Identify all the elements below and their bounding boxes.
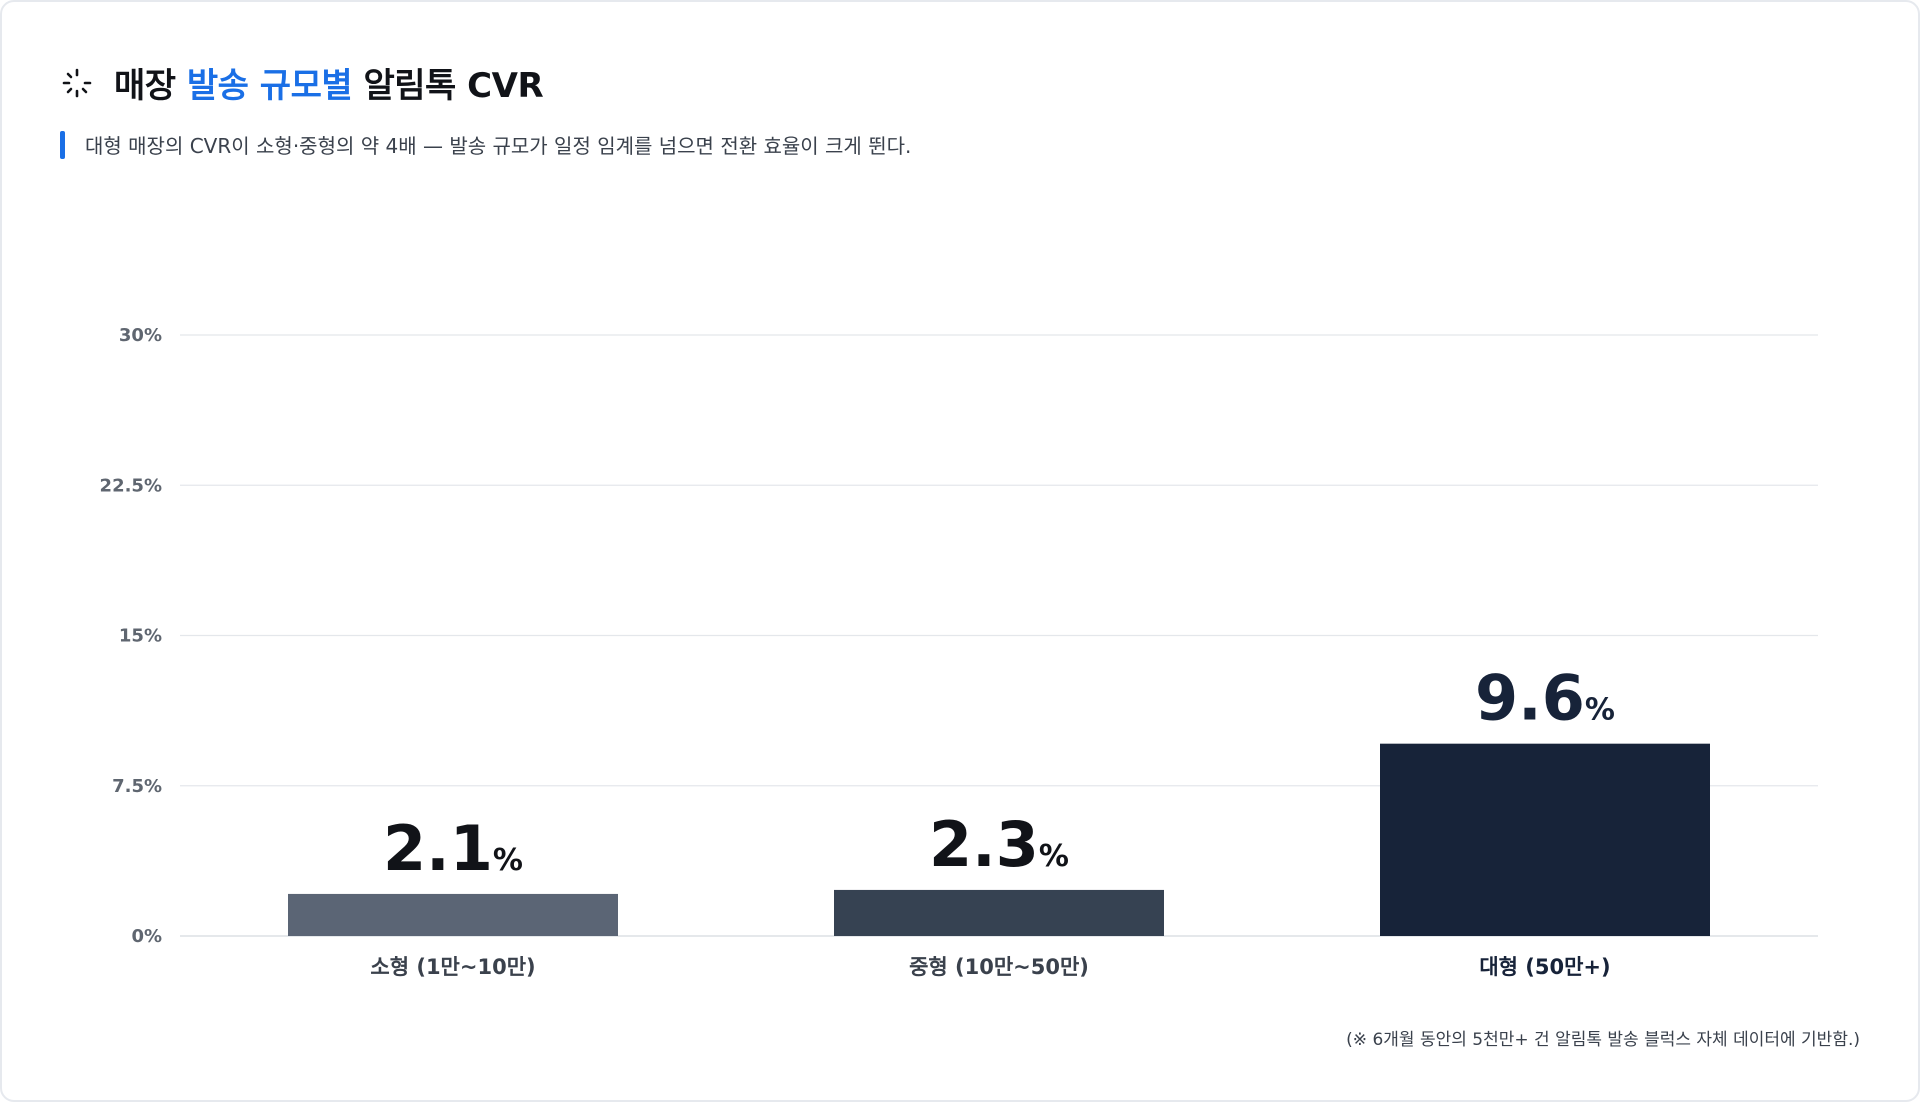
x-tick-label: 소형 (1만~10만) bbox=[370, 955, 535, 979]
footnote: (※ 6개월 동안의 5천만+ 건 알림톡 발송 블럭스 자체 데이터에 기반함… bbox=[1346, 1030, 1860, 1050]
x-tick-label: 중형 (10만~50만) bbox=[909, 955, 1089, 979]
bar bbox=[1380, 743, 1710, 936]
subtitle-accent-bar bbox=[60, 130, 65, 159]
bar bbox=[288, 893, 618, 936]
x-tick-label: 대형 (50만+) bbox=[1479, 955, 1610, 979]
subtitle: 대형 매장의 CVR이 소형·중형의 약 4배 — 발송 규모가 일정 임계를 … bbox=[85, 134, 912, 158]
y-tick-label: 15% bbox=[119, 626, 162, 647]
bar bbox=[834, 889, 1164, 936]
spinner-icon bbox=[62, 68, 92, 97]
y-tick-label: 7.5% bbox=[112, 776, 162, 797]
data-label: 2.1% bbox=[383, 812, 523, 885]
page-title: 매장 발송 규모별 알림톡 CVR bbox=[114, 58, 544, 107]
data-label-value: 2.1 bbox=[383, 812, 493, 885]
y-tick-label: 30% bbox=[119, 325, 162, 346]
bar-chart: 0% 7.5% 15% 22.5% 30% 2.1% 소형 (1만~10만) 2.3% 중형 (… bbox=[100, 325, 1818, 979]
data-label: 9.6% bbox=[1475, 662, 1615, 735]
y-tick-label: 22.5% bbox=[100, 475, 162, 496]
data-label: 2.3% bbox=[929, 808, 1069, 881]
subtitle-row: 대형 매장의 CVR이 소형·중형의 약 4배 — 발송 규모가 일정 임계를 … bbox=[60, 130, 911, 159]
y-tick-label: 0% bbox=[131, 926, 162, 947]
title-prefix: 매장 bbox=[114, 66, 176, 106]
data-label-unit: % bbox=[1585, 693, 1615, 728]
data-label-unit: % bbox=[1039, 839, 1069, 874]
data-label-value: 2.3 bbox=[929, 808, 1039, 881]
data-label-unit: % bbox=[493, 843, 523, 878]
title-row: 매장 발송 규모별 알림톡 CVR bbox=[62, 58, 544, 107]
title-accent: 발송 규모별 bbox=[186, 66, 353, 106]
title-suffix: 알림톡 CVR bbox=[363, 66, 544, 106]
data-label-value: 9.6 bbox=[1475, 662, 1585, 735]
